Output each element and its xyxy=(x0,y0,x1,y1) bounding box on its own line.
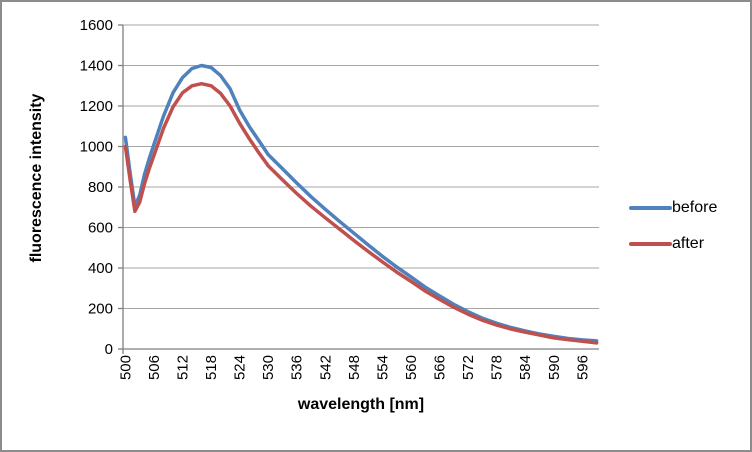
legend-label-after: after xyxy=(672,235,705,252)
legend-label-before: before xyxy=(672,199,718,216)
legend-item-before: before xyxy=(629,198,717,218)
x-tick-label-524: 524 xyxy=(232,355,249,380)
x-tick-label-548: 548 xyxy=(346,355,363,380)
x-tick-label-530: 530 xyxy=(260,355,277,380)
legend: before after xyxy=(629,198,717,254)
x-axis-title: wavelength [nm] xyxy=(297,396,425,413)
x-axis-tick-labels: 500 506 512 518 524 530 536 542 548 554 560 566 572 5… xyxy=(117,355,591,380)
x-tick-label-566: 566 xyxy=(432,355,449,380)
y-axis-title: fluorescence intensity xyxy=(28,93,45,263)
x-tick-label-584: 584 xyxy=(517,355,534,380)
y-tick-label-1600: 1600 xyxy=(80,17,113,34)
y-tick-label-1000: 1000 xyxy=(80,139,113,156)
after-line-swatch xyxy=(629,242,672,246)
x-tick-label-500: 500 xyxy=(117,355,134,380)
x-tick-label-536: 536 xyxy=(289,355,306,380)
x-tick-label-542: 542 xyxy=(317,355,334,380)
y-tick-label-1200: 1200 xyxy=(80,98,113,115)
x-tick-label-512: 512 xyxy=(175,355,192,380)
y-tick-label-800: 800 xyxy=(88,179,113,196)
x-tick-label-506: 506 xyxy=(146,355,163,380)
before-line-swatch xyxy=(629,206,672,210)
x-tick-label-518: 518 xyxy=(203,355,220,380)
y-tick-label-0: 0 xyxy=(105,341,113,358)
axes xyxy=(118,24,599,354)
y-tick-label-600: 600 xyxy=(88,220,113,237)
x-tick-label-590: 590 xyxy=(546,355,563,380)
y-tick-label-1400: 1400 xyxy=(80,58,113,75)
x-tick-label-578: 578 xyxy=(489,355,506,380)
series-line-before xyxy=(123,63,599,343)
legend-item-after: after xyxy=(629,234,717,254)
y-tick-label-200: 200 xyxy=(88,301,113,318)
x-tick-label-572: 572 xyxy=(460,355,477,380)
y-axis-tick-labels: 0 200 400 600 800 1000 1200 1400 1600 xyxy=(80,17,113,358)
x-tick-label-560: 560 xyxy=(403,355,420,380)
x-tick-label-554: 554 xyxy=(374,355,391,380)
x-tick-label-596: 596 xyxy=(574,355,591,380)
series-lines xyxy=(123,63,599,345)
y-tick-label-400: 400 xyxy=(88,260,113,277)
series-line-after xyxy=(123,81,599,345)
